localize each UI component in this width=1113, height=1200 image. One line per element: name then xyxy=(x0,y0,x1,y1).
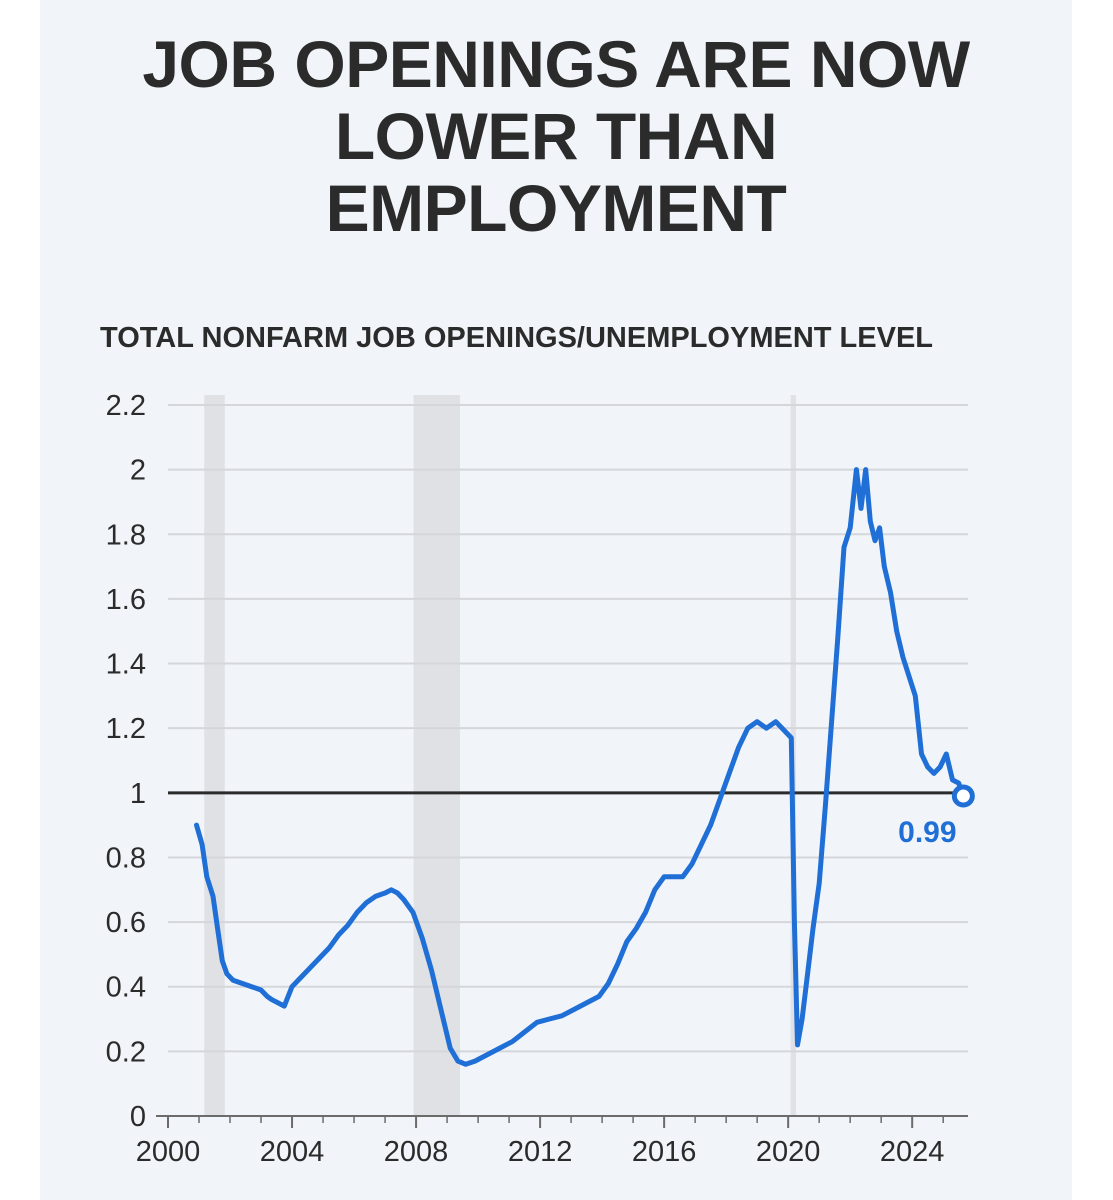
x-tick-label: 2008 xyxy=(384,1136,449,1168)
recession-band xyxy=(204,395,225,1116)
y-tick-label: 1.2 xyxy=(106,713,146,745)
x-tick-label: 2004 xyxy=(260,1136,325,1168)
chart-subtitle: TOTAL NONFARM JOB OPENINGS/UNEMPLOYMENT … xyxy=(100,322,933,354)
y-tick-label: 2.2 xyxy=(106,390,146,422)
x-tick-label: 2016 xyxy=(632,1136,697,1168)
chart-title: JOB OPENINGS ARE NOW LOWER THAN EMPLOYME… xyxy=(40,28,1072,244)
y-tick-label: 1 xyxy=(130,778,146,810)
y-tick-label: 1.4 xyxy=(106,649,146,681)
y-tick-label: 2 xyxy=(130,455,146,487)
chart-title-line: LOWER THAN xyxy=(334,99,778,173)
y-tick-label: 1.6 xyxy=(106,584,146,616)
y-tick-label: 0 xyxy=(130,1101,146,1133)
y-tick-label: 1.8 xyxy=(106,519,146,551)
chart-title-line: JOB OPENINGS ARE NOW xyxy=(142,27,970,101)
end-point-label: 0.99 xyxy=(898,816,956,849)
x-tick-label: 2024 xyxy=(880,1136,945,1168)
recession-band xyxy=(413,395,461,1116)
y-tick-label: 0.2 xyxy=(106,1036,146,1068)
x-tick-label: 2020 xyxy=(756,1136,821,1168)
x-tick-label: 2000 xyxy=(136,1136,201,1168)
y-tick-label: 0.4 xyxy=(106,972,146,1004)
end-point-marker xyxy=(951,784,975,808)
series-line xyxy=(194,467,966,1067)
y-tick-label: 0.6 xyxy=(106,907,146,939)
chart-title-line: EMPLOYMENT xyxy=(325,171,787,245)
x-tick-label: 2012 xyxy=(508,1136,573,1168)
y-tick-label: 0.8 xyxy=(106,842,146,874)
